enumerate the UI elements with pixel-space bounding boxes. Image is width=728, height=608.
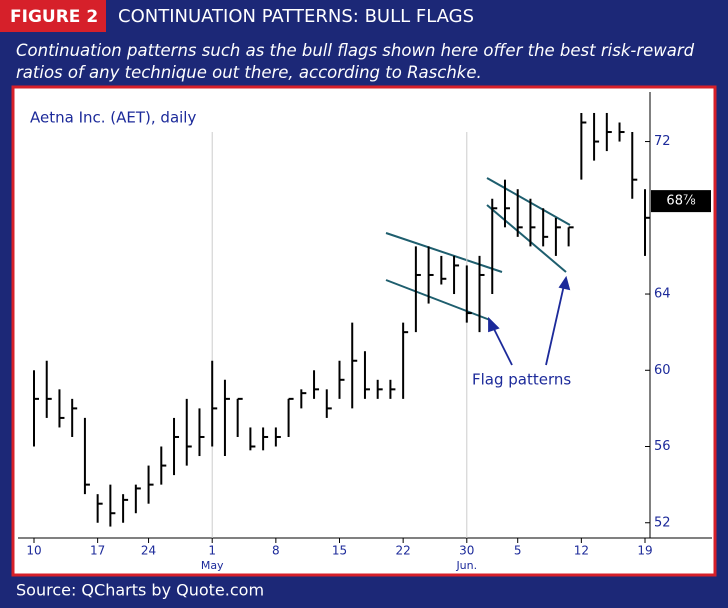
y-tick-label: 64 — [654, 287, 671, 302]
x-tick-label: 5 — [514, 544, 522, 558]
x-tick-label: 17 — [90, 544, 105, 558]
arrow — [491, 324, 513, 366]
flag-lines — [385, 177, 571, 321]
x-month-label: Jun. — [455, 559, 477, 572]
annotation: Flag patterns — [472, 371, 571, 389]
y-tick-label: 60 — [654, 363, 671, 378]
x-tick-label: 15 — [332, 544, 347, 558]
last-price-label: 68⅞ — [666, 194, 696, 209]
flag-line — [486, 177, 571, 226]
x-tick-label: 22 — [396, 544, 411, 558]
source: Source: QCharts by Quote.com — [16, 581, 264, 600]
x-tick-label: 24 — [141, 544, 156, 558]
figure-label: FIGURE 2 — [10, 7, 98, 27]
arrow-head — [558, 275, 571, 291]
x-tick-label: 8 — [272, 544, 280, 558]
x-tick-label: 30 — [459, 544, 474, 558]
y-tick-label: 56 — [654, 439, 671, 454]
y-tick-label: 72 — [654, 134, 671, 149]
subtitle: Continuation patterns such as the bull f… — [16, 41, 695, 82]
x-tick-label: 19 — [637, 544, 652, 558]
chart-title: Aetna Inc. (AET), daily — [30, 109, 196, 127]
arrows — [488, 275, 571, 366]
arrow — [545, 284, 565, 366]
flag-line — [385, 232, 503, 273]
x-tick-label: 1 — [208, 544, 216, 558]
x-tick-label: 12 — [574, 544, 589, 558]
x-month-label: May — [201, 559, 224, 572]
last-price-box — [651, 190, 711, 213]
arrow-head — [488, 316, 500, 333]
chart-panel — [11, 85, 717, 577]
figure-label-box — [0, 0, 106, 32]
x-tick-label: 10 — [26, 544, 41, 558]
y-tick-label: 52 — [654, 515, 671, 530]
headline: CONTINUATION PATTERNS: BULL FLAGS — [118, 6, 474, 27]
flag-line — [486, 204, 567, 273]
flag-line — [385, 279, 491, 321]
